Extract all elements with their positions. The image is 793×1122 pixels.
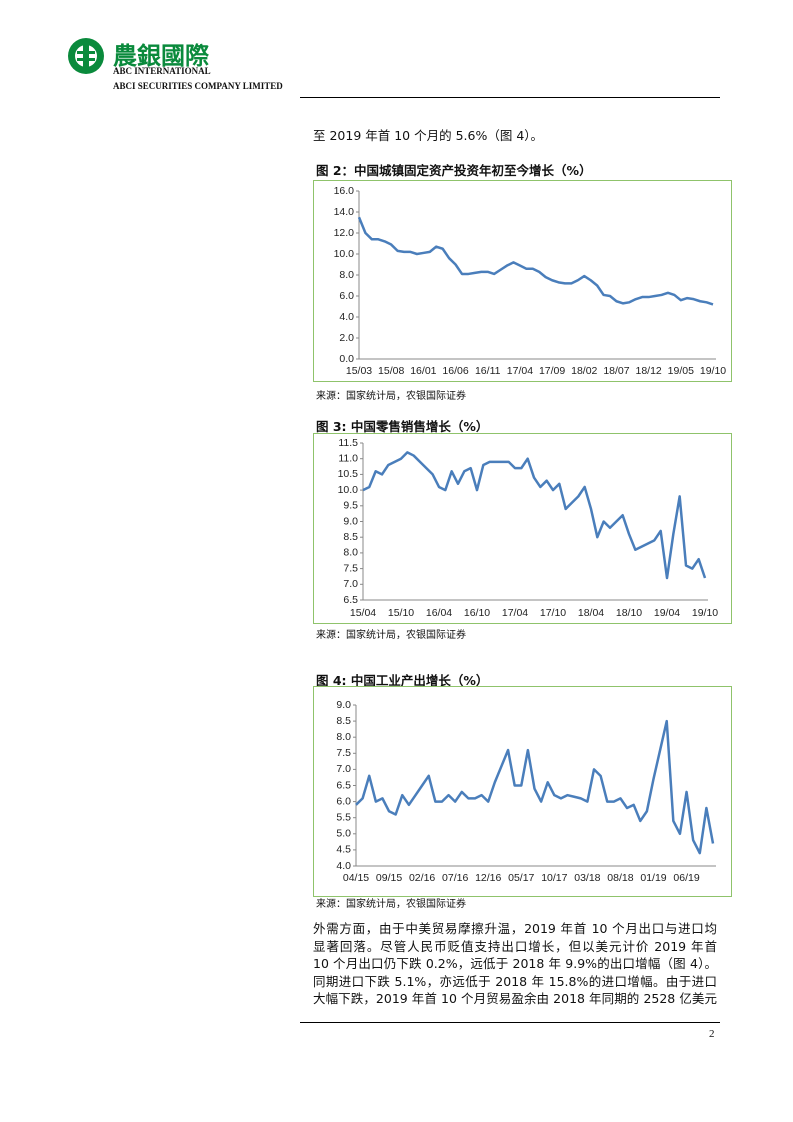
x-tick-label: 15/04 bbox=[350, 607, 376, 619]
x-tick-label: 19/10 bbox=[692, 607, 718, 619]
data-line bbox=[362, 451, 707, 580]
chart-title: 图 2：中国城镇固定资产投资年初至今增长（%） bbox=[316, 163, 592, 178]
page-number: 2 bbox=[709, 1028, 715, 1040]
y-tick-label: 8.0 bbox=[343, 547, 358, 559]
paragraph-line: 显著回落。尽管人民币贬值支持出口增长，但以美元计价 2019 年首 bbox=[313, 938, 717, 954]
x-tick-label: 17/10 bbox=[540, 607, 566, 619]
chart-title: 图 3: 中国零售销售增长（%） bbox=[316, 419, 489, 434]
y-tick-label: 4.5 bbox=[336, 844, 351, 856]
company-line: ABCI SECURITIES COMPANY LIMITED bbox=[113, 81, 283, 91]
y-tick-label: 8.5 bbox=[336, 715, 351, 727]
x-tick-label: 17/09 bbox=[539, 365, 565, 377]
x-tick-label: 19/04 bbox=[654, 607, 680, 619]
header-rule bbox=[300, 97, 720, 98]
x-tick-label: 15/08 bbox=[378, 365, 404, 377]
y-tick-label: 11.0 bbox=[338, 452, 358, 464]
y-tick-label: 14.0 bbox=[334, 206, 355, 218]
x-tick-label: 09/15 bbox=[376, 872, 402, 884]
y-tick-label: 9.0 bbox=[343, 515, 358, 527]
paragraph: 外需方面，由于中美贸易摩擦升温，2019 年首 10 个月出口与进口均 显著回落。… bbox=[313, 918, 717, 1006]
x-tick-label: 03/18 bbox=[574, 872, 600, 884]
logo-mark bbox=[68, 38, 104, 74]
x-tick-label: 18/04 bbox=[578, 607, 604, 619]
y-tick-label: 7.5 bbox=[336, 747, 351, 759]
chart: 4.0 4.5 5.0 5.5 6.0 6.5 7.0 7.5 8.0 8.5 9.0 04/15 09… bbox=[336, 699, 716, 884]
x-tick-label: 12/16 bbox=[475, 872, 501, 884]
x-tick-label: 06/19 bbox=[673, 872, 699, 884]
y-tick-label: 5.5 bbox=[336, 811, 351, 823]
y-tick-label: 16.0 bbox=[334, 185, 355, 197]
y-tick-label: 8.5 bbox=[343, 531, 358, 543]
x-tick-label: 15/10 bbox=[388, 607, 414, 619]
x-tick-label: 19/05 bbox=[668, 365, 694, 377]
y-tick-label: 9.5 bbox=[343, 500, 358, 512]
y-tick-label: 7.0 bbox=[336, 763, 351, 775]
paragraph-line: 大幅下跌，2019 年首 10 个月贸易盈余由 2018 年同期的 2528 亿… bbox=[313, 991, 717, 1006]
chart-box: 4.0 4.5 5.0 5.5 6.0 6.5 7.0 7.5 8.0 8.5 9.0 04/15 09… bbox=[313, 686, 732, 897]
paragraph-line: 外需方面，由于中美贸易摩擦升温，2019 年首 10 个月出口与进口均 bbox=[313, 921, 717, 936]
y-tick-label: 6.0 bbox=[336, 795, 351, 807]
x-tick-label: 16/04 bbox=[426, 607, 452, 619]
y-tick-label: 6.5 bbox=[336, 779, 351, 791]
y-tick-label: 11.5 bbox=[338, 437, 358, 449]
y-tick-label: 2.0 bbox=[339, 332, 354, 344]
x-tick-label: 01/19 bbox=[640, 872, 666, 884]
y-tick-label: 6.5 bbox=[343, 594, 358, 606]
source: 来源：国家统计局，农银国际证券 bbox=[316, 391, 466, 402]
x-tick-label: 16/11 bbox=[475, 365, 501, 377]
chart: 6.5 7.0 7.5 8.0 8.5 9.0 9.5 10.0 10.5 11.0 11.5 15/… bbox=[338, 437, 719, 619]
intro-text: 至 2019 年首 10 个月的 5.6%（图 4）。 bbox=[313, 128, 544, 143]
y-tick-label: 4.0 bbox=[339, 311, 354, 323]
x-tick-label: 10/17 bbox=[541, 872, 567, 884]
x-tick-label: 18/07 bbox=[603, 365, 629, 377]
source: 来源：国家统计局，农银国际证券 bbox=[316, 630, 466, 641]
x-tick-label: 16/10 bbox=[464, 607, 490, 619]
y-tick-label: 0.0 bbox=[339, 353, 354, 365]
y-tick-label: 8.0 bbox=[339, 269, 354, 281]
x-tick-label: 02/16 bbox=[409, 872, 435, 884]
y-tick-label: 6.0 bbox=[339, 290, 354, 302]
y-tick-label: 10.5 bbox=[338, 468, 359, 480]
y-tick-label: 10.0 bbox=[338, 484, 359, 496]
company-line: ABC INTERNATIONAL bbox=[113, 66, 211, 76]
x-tick-label: 04/15 bbox=[343, 872, 369, 884]
x-tick-label: 17/04 bbox=[507, 365, 533, 377]
logo-text: 農銀國際 bbox=[113, 41, 209, 70]
x-tick-label: 16/01 bbox=[410, 365, 436, 377]
footer-rule bbox=[300, 1022, 720, 1023]
y-tick-label: 4.0 bbox=[336, 860, 351, 872]
chart-box: 0.0 2.0 4.0 6.0 8.0 10.0 12.0 14.0 16.0 15/03 15/0… bbox=[313, 180, 732, 382]
paragraph-line: 同期进口下跌 5.1%，亦远低于 2018 年 15.8%的进口增幅。由于进口 bbox=[313, 973, 717, 989]
y-tick-label: 8.0 bbox=[336, 731, 351, 743]
source: 来源：国家统计局，农银国际证券 bbox=[316, 899, 466, 910]
y-tick-label: 5.0 bbox=[336, 828, 351, 840]
y-tick-label: 10.0 bbox=[334, 248, 355, 260]
paragraph-line: 10 个月出口仍下跌 0.2%，远低于 2018 年 9.9%的出口增幅（图 4… bbox=[313, 956, 717, 971]
y-tick-label: 7.0 bbox=[343, 578, 358, 590]
y-tick-label: 9.0 bbox=[336, 699, 351, 711]
x-tick-label: 19/10 bbox=[700, 365, 726, 377]
x-tick-label: 08/18 bbox=[607, 872, 633, 884]
x-tick-label: 07/16 bbox=[442, 872, 468, 884]
chart: 0.0 2.0 4.0 6.0 8.0 10.0 12.0 14.0 16.0 15/03 15/0… bbox=[334, 185, 727, 377]
y-tick-label: 7.5 bbox=[343, 562, 358, 574]
x-tick-label: 18/10 bbox=[616, 607, 642, 619]
data-line bbox=[357, 216, 714, 306]
x-tick-label: 18/02 bbox=[571, 365, 597, 377]
x-tick-label: 05/17 bbox=[508, 872, 534, 884]
x-tick-label: 18/12 bbox=[635, 365, 661, 377]
x-tick-label: 17/04 bbox=[502, 607, 528, 619]
x-tick-label: 15/03 bbox=[346, 365, 372, 377]
data-line bbox=[355, 719, 715, 855]
x-tick-label: 16/06 bbox=[442, 365, 468, 377]
y-tick-label: 12.0 bbox=[334, 227, 355, 239]
chart-box: 6.5 7.0 7.5 8.0 8.5 9.0 9.5 10.0 10.5 11.0 11.5 15/… bbox=[313, 433, 732, 624]
chart-title: 图 4: 中国工业产出增长（%） bbox=[316, 673, 489, 688]
